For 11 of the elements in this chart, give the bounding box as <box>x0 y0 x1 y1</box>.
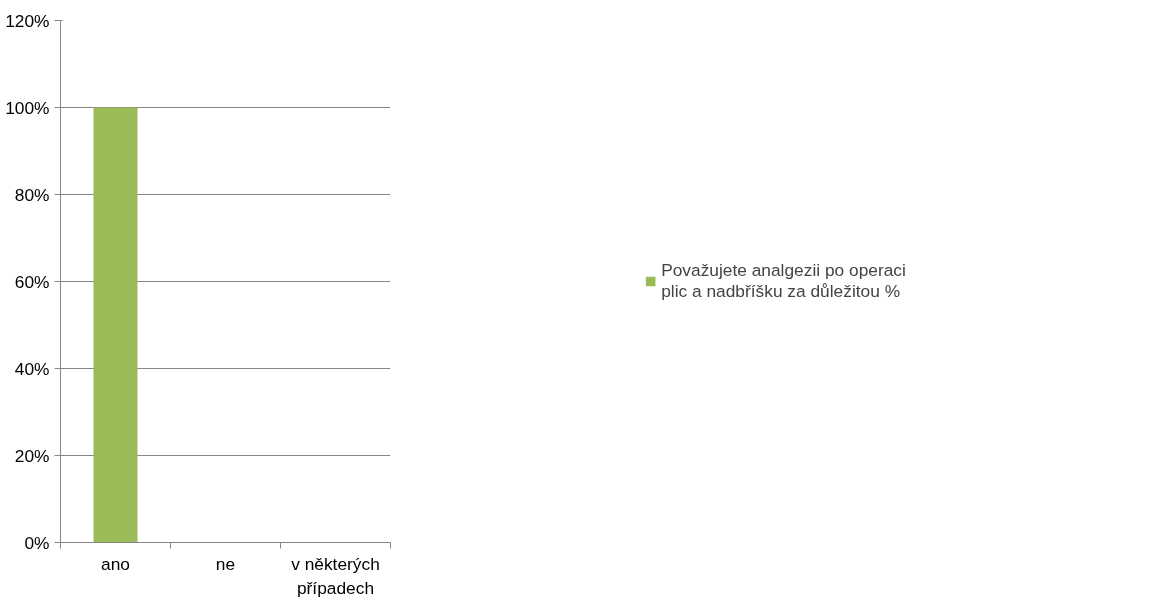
x-tick-label: v některých případech <box>291 553 380 598</box>
x-tick-label: ano <box>101 553 130 574</box>
y-tick-label: 120% <box>5 10 50 31</box>
x-tick-label: ne <box>215 553 236 574</box>
legend-label: Považujete analgezii po operaci plic a nadbříšku za důležitou % <box>661 260 906 302</box>
y-tick-label: 20% <box>14 445 50 466</box>
y-tick-label: 40% <box>14 358 50 379</box>
y-tick-label: 100% <box>5 97 50 118</box>
y-tick-label: 80% <box>14 184 50 205</box>
y-tick-label: 60% <box>14 271 50 292</box>
y-tick-label: 0% <box>24 532 50 553</box>
